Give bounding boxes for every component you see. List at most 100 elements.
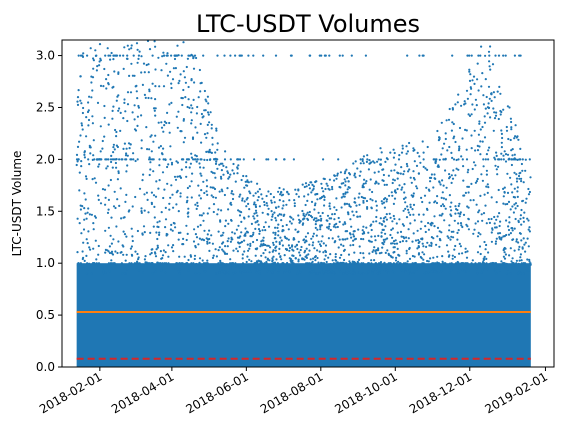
scatter-point: [339, 171, 342, 174]
scatter-point: [452, 264, 455, 267]
scatter-point: [179, 73, 182, 76]
scatter-point: [414, 239, 418, 242]
scatter-point: [162, 130, 165, 133]
scatter-point: [502, 255, 505, 258]
scatter-point: [450, 262, 453, 265]
scatter-point: [316, 192, 319, 196]
scatter-point: [430, 224, 433, 227]
scatter-point: [193, 257, 196, 261]
scatter-point: [92, 222, 95, 225]
scatter-point: [512, 211, 516, 214]
scatter-point: [303, 217, 306, 220]
scatter-point: [274, 226, 277, 229]
scatter-point: [455, 158, 458, 162]
scatter-point: [253, 212, 256, 215]
scatter-point: [133, 262, 136, 265]
scatter-point: [345, 202, 349, 205]
scatter-point: [444, 169, 447, 172]
scatter-point: [324, 250, 328, 254]
scatter-point: [149, 253, 152, 256]
scatter-point: [113, 262, 116, 265]
scatter-point: [173, 175, 177, 178]
scatter-point: [297, 260, 300, 263]
scatter-point: [505, 233, 508, 237]
scatter-point: [527, 228, 530, 231]
scatter-point: [140, 210, 143, 213]
scatter-point: [495, 111, 498, 114]
scatter-point: [249, 244, 252, 247]
scatter-point: [154, 252, 157, 255]
scatter-point: [229, 262, 232, 265]
scatter-point: [440, 196, 443, 199]
scatter-point: [198, 262, 201, 265]
scatter-point: [387, 271, 390, 274]
scatter-point: [266, 204, 269, 207]
scatter-point: [399, 230, 403, 233]
scatter-point: [510, 227, 513, 230]
scatter-point: [274, 54, 278, 57]
scatter-point: [395, 262, 398, 265]
scatter-point: [402, 197, 406, 200]
scatter-point: [509, 208, 512, 211]
scatter-point: [473, 82, 476, 85]
scatter-point: [362, 272, 365, 275]
scatter-point: [441, 260, 444, 263]
scatter-point: [153, 205, 156, 208]
scatter-point: [154, 45, 157, 48]
scatter-point: [232, 162, 235, 166]
scatter-point: [349, 244, 352, 247]
scatter-point: [89, 248, 92, 251]
scatter-point: [412, 203, 416, 206]
scatter-point: [131, 235, 134, 238]
scatter-point: [245, 260, 248, 264]
scatter-point: [322, 271, 325, 274]
scatter-point: [85, 135, 88, 138]
scatter-point: [206, 238, 210, 241]
scatter-point: [507, 158, 511, 161]
scatter-point: [513, 54, 517, 57]
scatter-point: [148, 262, 151, 265]
scatter-point: [348, 173, 352, 176]
scatter-point: [93, 215, 97, 218]
scatter-point: [358, 203, 361, 206]
scatter-point: [199, 197, 202, 200]
scatter-point: [261, 239, 264, 242]
scatter-point: [292, 254, 295, 257]
scatter-point: [227, 208, 230, 211]
scatter-point: [500, 158, 503, 161]
scatter-point: [257, 259, 260, 262]
scatter-point: [375, 209, 378, 212]
scatter-point: [452, 122, 455, 126]
scatter-point: [318, 250, 321, 253]
scatter-point: [466, 205, 469, 208]
scatter-point: [481, 140, 484, 143]
scatter-point: [388, 212, 391, 215]
scatter-point: [478, 245, 482, 248]
scatter-point: [271, 271, 274, 274]
scatter-point: [263, 200, 266, 204]
scatter-point: [288, 199, 291, 202]
scatter-point: [157, 187, 160, 190]
scatter-point: [92, 228, 95, 231]
scatter-point: [379, 163, 382, 166]
scatter-point: [161, 257, 164, 260]
scatter-point: [352, 235, 356, 238]
scatter-point: [402, 269, 405, 272]
scatter-point: [500, 146, 503, 149]
scatter-point: [471, 103, 474, 106]
scatter-point: [358, 271, 361, 274]
scatter-point: [483, 193, 486, 196]
scatter-point: [194, 246, 197, 249]
scatter-point: [154, 195, 158, 198]
scatter-point: [308, 187, 311, 190]
scatter-point: [107, 54, 110, 57]
scatter-point: [150, 251, 153, 255]
scatter-point: [427, 260, 430, 263]
scatter-point: [502, 154, 505, 157]
scatter-point: [85, 272, 89, 275]
scatter-point: [297, 269, 300, 273]
scatter-point: [314, 259, 317, 262]
scatter-point: [158, 233, 161, 236]
scatter-point: [266, 257, 269, 260]
